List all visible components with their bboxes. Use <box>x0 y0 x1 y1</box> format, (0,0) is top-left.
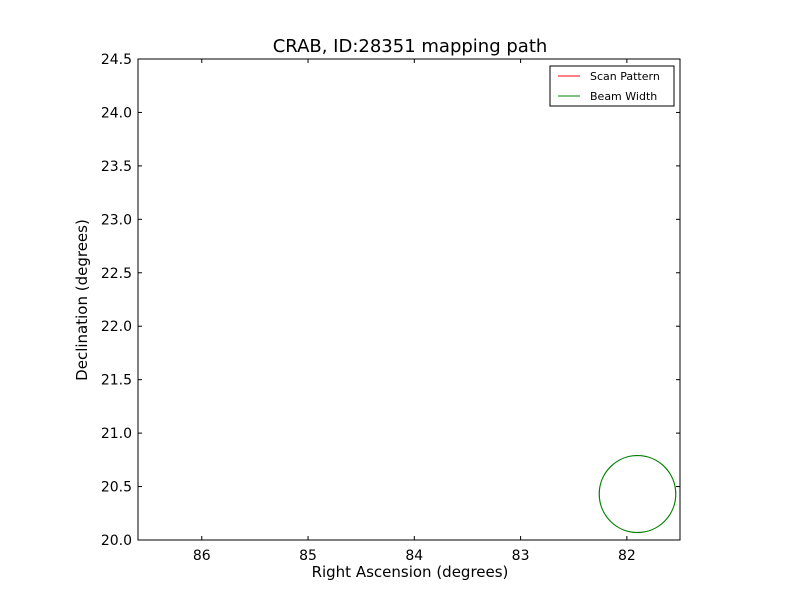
x-tick-label: 83 <box>512 548 530 564</box>
y-tick-label: 22.0 <box>101 319 132 335</box>
y-tick-label: 24.5 <box>101 52 132 68</box>
legend-label-scan-pattern: Scan Pattern <box>590 70 660 83</box>
y-tick-label: 24.0 <box>101 105 132 121</box>
y-tick-label: 22.5 <box>101 266 132 282</box>
y-tick-label: 23.0 <box>101 212 132 228</box>
y-axis-label: Declination (degrees) <box>73 219 91 381</box>
y-axis: 20.0 20.5 21.0 21.5 22.0 22.5 23.0 23.5 24.0 24.5 <box>101 52 680 549</box>
x-axis-label: Right Ascension (degrees) <box>312 563 509 581</box>
beam-width-circle <box>598 454 677 534</box>
y-tick-label: 21.0 <box>101 426 132 442</box>
x-tick-label: 82 <box>618 548 636 564</box>
series-layer <box>598 454 677 534</box>
y-tick-label: 21.5 <box>101 373 132 389</box>
x-axis: 86 85 84 83 82 <box>193 59 636 564</box>
y-tick-label: 20.5 <box>101 480 132 496</box>
x-tick-label: 86 <box>193 548 211 564</box>
y-tick-label: 23.5 <box>101 159 132 175</box>
x-tick-label: 85 <box>299 548 317 564</box>
x-tick-label: 84 <box>405 548 423 564</box>
legend: Scan Pattern Beam Width <box>549 65 675 107</box>
y-tick-label: 20.0 <box>101 533 132 549</box>
chart-title: CRAB, ID:28351 mapping path <box>273 36 548 57</box>
plot-area <box>137 58 681 541</box>
plot-background <box>138 59 680 540</box>
legend-label-beam-width: Beam Width <box>590 90 657 103</box>
plot-frame <box>137 58 681 541</box>
legend-box <box>549 65 675 107</box>
